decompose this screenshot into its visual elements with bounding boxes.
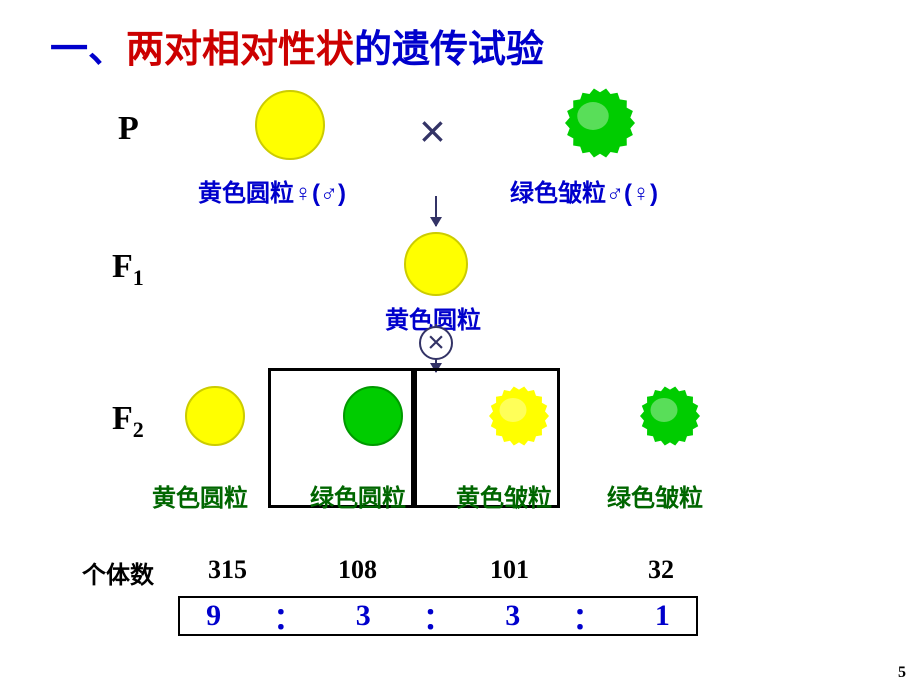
- f2-item-label: 绿色皱粒: [607, 478, 703, 513]
- f2-green-round: [343, 386, 403, 446]
- page-number: 5: [898, 664, 906, 682]
- parent-right-label: 绿色皱粒♂(♀): [510, 173, 658, 208]
- parent-yellow-round: [255, 90, 325, 160]
- generation-f1: F1: [112, 248, 144, 291]
- f2-item: [185, 386, 245, 446]
- f2-green-wrinkled: [640, 386, 700, 451]
- f2-yellow-wrinkled: [489, 386, 549, 451]
- f2-item: [343, 386, 403, 446]
- parent-green-wrinkled: [565, 88, 635, 163]
- self-cross-symbol: ×: [419, 326, 453, 360]
- f2-item: [489, 386, 549, 451]
- count-label: 个体数: [82, 555, 154, 590]
- ratio-3b: 3: [505, 599, 520, 633]
- ratio-3a: 3: [356, 599, 371, 633]
- cross-symbol: ×: [419, 108, 446, 154]
- count-value: 32: [648, 555, 674, 585]
- title-part1: 一、: [50, 29, 126, 71]
- f1-yellow-round: [404, 232, 468, 296]
- count-value: 315: [208, 555, 247, 585]
- generation-f2: F2: [112, 400, 144, 443]
- slide-title: 一、两对相对性状的遗传试验: [50, 18, 544, 73]
- f2-item: [640, 386, 700, 451]
- count-value: 101: [490, 555, 529, 585]
- count-value: 108: [338, 555, 377, 585]
- title-part3: 的遗传试验: [354, 29, 544, 71]
- ratio-9: 9: [206, 599, 221, 633]
- ratio-colon: ：: [573, 594, 603, 638]
- ratio-colon: ：: [423, 594, 453, 638]
- parent-left-label: 黄色圆粒♀(♂): [198, 173, 346, 208]
- arrow-p-to-f1: [435, 196, 437, 226]
- ratio-colon: ：: [273, 594, 303, 638]
- generation-p: P: [118, 110, 139, 148]
- f2-item-label: 黄色圆粒: [152, 478, 248, 513]
- ratio-box: 9 ： 3 ： 3 ： 1: [178, 596, 698, 636]
- f2-item-label: 绿色圆粒: [310, 478, 406, 513]
- f2-yellow-round: [185, 386, 245, 446]
- f2-item-label: 黄色皱粒: [456, 478, 552, 513]
- title-part2: 两对相对性状: [126, 29, 354, 71]
- ratio-1: 1: [655, 599, 670, 633]
